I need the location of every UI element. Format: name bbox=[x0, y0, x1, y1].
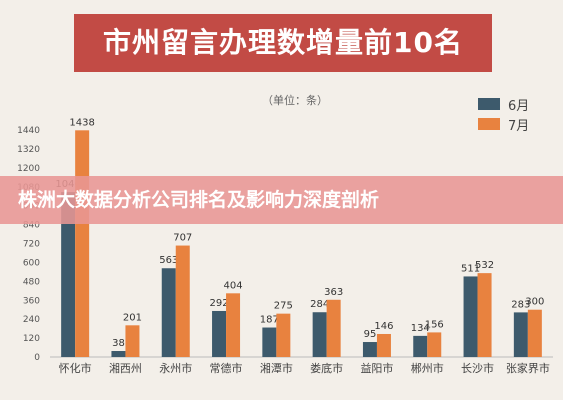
data-label: 363 bbox=[324, 287, 343, 298]
y-tick-label: 1200 bbox=[17, 164, 40, 174]
category-label: 娄底市 bbox=[310, 361, 343, 375]
bar-june bbox=[212, 310, 227, 357]
bar-june bbox=[362, 342, 377, 357]
data-label: 95 bbox=[364, 329, 377, 340]
category-label: 郴州市 bbox=[411, 361, 444, 375]
data-label: 707 bbox=[173, 233, 192, 244]
y-tick-label: 120 bbox=[23, 334, 40, 344]
category-label: 湘潭市 bbox=[260, 361, 293, 375]
data-label: 156 bbox=[425, 319, 444, 330]
bar-july bbox=[326, 299, 341, 357]
bar-june bbox=[463, 276, 478, 357]
data-label: 134 bbox=[411, 323, 430, 334]
category-label: 湘西州 bbox=[109, 361, 142, 375]
legend-item-july: 7月 bbox=[478, 114, 558, 134]
data-label: 532 bbox=[475, 260, 494, 271]
legend: 6月 7月 bbox=[478, 94, 558, 134]
unit-note: （单位：条） bbox=[262, 94, 328, 107]
overlay-banner: 株洲大数据分析公司排名及影响力深度剖析 bbox=[0, 176, 563, 224]
bar-june bbox=[161, 268, 176, 357]
bar-july bbox=[125, 325, 140, 357]
data-label: 275 bbox=[274, 301, 293, 312]
bar-july bbox=[427, 332, 442, 357]
data-label: 201 bbox=[123, 312, 142, 323]
bar-july bbox=[376, 333, 391, 357]
category-label: 怀化市 bbox=[59, 361, 92, 375]
legend-swatch-july bbox=[478, 118, 500, 130]
bar-june bbox=[413, 335, 428, 357]
banner-text: 株洲大数据分析公司排名及影响力深度剖析 bbox=[18, 189, 380, 211]
data-label: 38 bbox=[112, 338, 125, 349]
legend-swatch-june bbox=[478, 98, 500, 110]
legend-item-june: 6月 bbox=[478, 94, 558, 114]
bar-june bbox=[312, 312, 327, 357]
data-label: 300 bbox=[525, 297, 544, 308]
bar-july bbox=[75, 130, 90, 357]
y-tick-label: 0 bbox=[34, 353, 40, 363]
data-label: 283 bbox=[511, 299, 530, 310]
bar-june bbox=[262, 327, 277, 357]
bar-july bbox=[527, 309, 542, 357]
bar-july bbox=[226, 293, 241, 357]
data-label: 292 bbox=[210, 298, 229, 309]
y-tick-label: 720 bbox=[23, 240, 40, 250]
category-label: 益阳市 bbox=[360, 361, 393, 375]
chart-title: 市州留言办理数增量前10名 bbox=[103, 26, 463, 59]
data-label: 146 bbox=[374, 321, 393, 332]
category-label: 张家界市 bbox=[506, 361, 550, 375]
y-tick-label: 1320 bbox=[17, 145, 40, 155]
legend-label-june: 6月 bbox=[508, 98, 530, 114]
data-label: 187 bbox=[260, 315, 279, 326]
y-tick-label: 360 bbox=[23, 296, 40, 306]
legend-label-july: 7月 bbox=[508, 118, 530, 134]
bar-july bbox=[175, 245, 190, 357]
bar-june bbox=[111, 351, 126, 357]
y-tick-label: 240 bbox=[23, 315, 40, 325]
header-banner: 市州留言办理数增量前10名 bbox=[74, 14, 492, 72]
data-label: 563 bbox=[159, 255, 178, 266]
bar-june bbox=[61, 192, 76, 357]
y-tick-label: 1440 bbox=[17, 126, 40, 136]
data-label: 404 bbox=[224, 280, 243, 291]
bar-july bbox=[477, 273, 492, 357]
data-label: 511 bbox=[461, 263, 480, 274]
y-tick-label: 600 bbox=[23, 258, 40, 268]
y-tick-label: 840 bbox=[23, 221, 40, 231]
category-label: 长沙市 bbox=[461, 361, 494, 375]
data-label: 1438 bbox=[69, 117, 94, 128]
bar-june bbox=[513, 312, 528, 357]
data-label: 284 bbox=[310, 299, 329, 310]
bar-july bbox=[276, 313, 291, 357]
y-tick-label: 480 bbox=[23, 277, 40, 287]
category-label: 永州市 bbox=[159, 361, 192, 375]
category-label: 常德市 bbox=[210, 361, 243, 375]
